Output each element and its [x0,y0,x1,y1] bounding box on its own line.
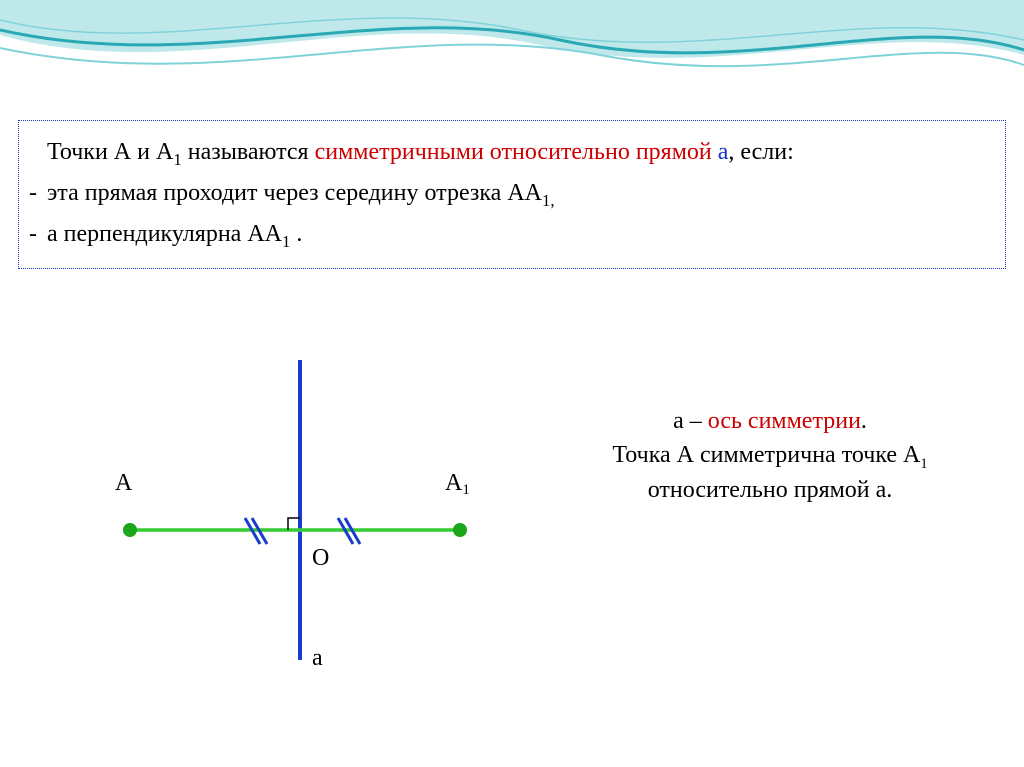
def-l1-post: , если: [728,139,793,165]
label-a-point: А [115,470,133,496]
definition-bullet-2: - а перпендикулярна АА1 . [47,217,987,254]
exp-l2-sub: 1 [920,455,927,471]
exp-l2-pre: Точка А симметрична точке А [612,442,920,468]
exp-l1-post: . [861,408,867,434]
def-b1-sub: 1, [542,191,555,210]
def-l1-red: симметричными относительно прямой [315,139,712,165]
label-line-a: a [312,645,323,671]
explanation-line-1: а – ось симметрии. [555,405,985,439]
def-l1-sub: 1 [173,150,181,169]
point-a1 [453,523,467,537]
label-o-point: О [312,545,329,571]
symmetry-figure: А А1 О a [90,350,510,700]
exp-l1-red: ось симметрии [708,408,861,434]
explanation-line-2: Точка А симметрична точке А1 относительн… [555,439,985,508]
definition-bullet-1: - эта прямая проходит через середину отр… [47,176,987,213]
bullet-dash-icon: - [29,217,47,252]
figure-svg: А А1 О a [90,350,510,700]
wave-background [0,0,1024,130]
def-b1-pre: эта прямая проходит через середину отрез… [47,180,542,206]
def-b2-post: . [290,221,302,247]
exp-l2-post: относительно прямой а. [648,477,893,503]
def-b2-pre: а перпендикулярна АА [47,221,282,247]
definition-line-1: Точки А и А1 называются симметричными от… [47,135,987,172]
def-l1-mid: называются [182,139,315,165]
definition-box: Точки А и А1 называются симметричными от… [18,120,1006,269]
bullet-dash-icon: - [29,176,47,211]
def-l1-post-a: а [712,139,729,165]
def-l1-pre: Точки А и А [47,139,173,165]
explanation-text: а – ось симметрии. Точка А симметрична т… [555,405,985,507]
point-a [123,523,137,537]
label-a1-point: А1 [445,470,470,498]
exp-l1-pre: а – [673,408,708,434]
